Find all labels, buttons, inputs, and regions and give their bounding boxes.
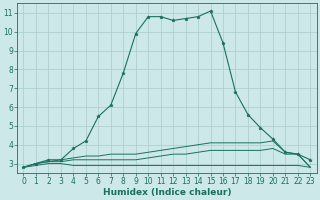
X-axis label: Humidex (Indice chaleur): Humidex (Indice chaleur) <box>103 188 231 197</box>
